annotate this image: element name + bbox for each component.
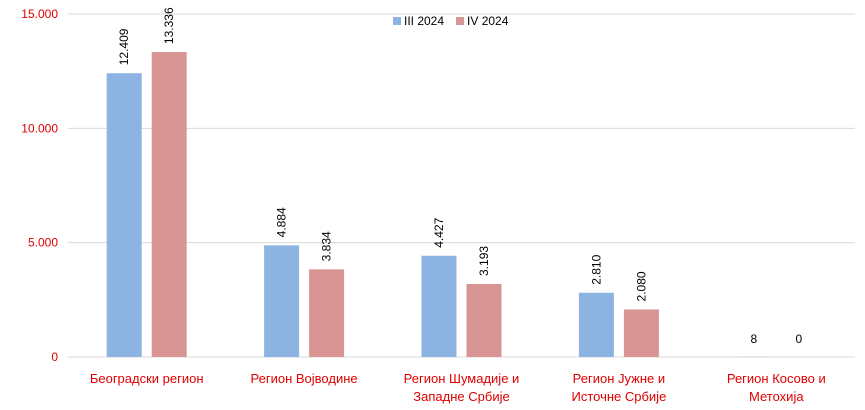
bar xyxy=(106,73,142,358)
bar xyxy=(466,283,502,357)
bar xyxy=(421,255,457,357)
bar xyxy=(578,292,614,357)
data-label: 0 xyxy=(795,332,802,346)
legend-swatch xyxy=(456,17,465,25)
x-tick-label: Регион Шумадије и Западне Србије xyxy=(403,371,520,404)
bar xyxy=(151,52,187,357)
bar xyxy=(264,245,300,357)
data-label: 2.080 xyxy=(634,271,648,301)
data-label: 3.834 xyxy=(320,231,334,261)
x-tick-label: Регион Војводине xyxy=(250,371,358,386)
x-tick-label: Београдски регион xyxy=(89,371,204,386)
y-tick-label: 10.000 xyxy=(21,121,58,135)
legend-label: III 2024 xyxy=(404,14,444,28)
data-label: 8 xyxy=(750,332,757,346)
data-label: 13.336 xyxy=(162,7,176,44)
legend-swatch xyxy=(393,17,401,25)
y-tick-label: 0 xyxy=(51,350,58,364)
data-label: 12.409 xyxy=(117,28,131,65)
data-label: 4.884 xyxy=(275,207,289,237)
y-tick-label: 15.000 xyxy=(21,7,58,21)
data-label: 2.810 xyxy=(589,254,603,284)
bar xyxy=(623,309,659,357)
y-tick-label: 5.000 xyxy=(28,236,58,250)
bar xyxy=(309,269,345,357)
x-tick-label: Регион Јужне и Источне Србије xyxy=(571,371,667,404)
x-tick-label: Регион Косово и Метохија xyxy=(726,371,826,404)
data-label: 4.427 xyxy=(432,217,446,247)
legend-label: IV 2024 xyxy=(467,14,509,28)
data-label: 3.193 xyxy=(477,246,491,276)
